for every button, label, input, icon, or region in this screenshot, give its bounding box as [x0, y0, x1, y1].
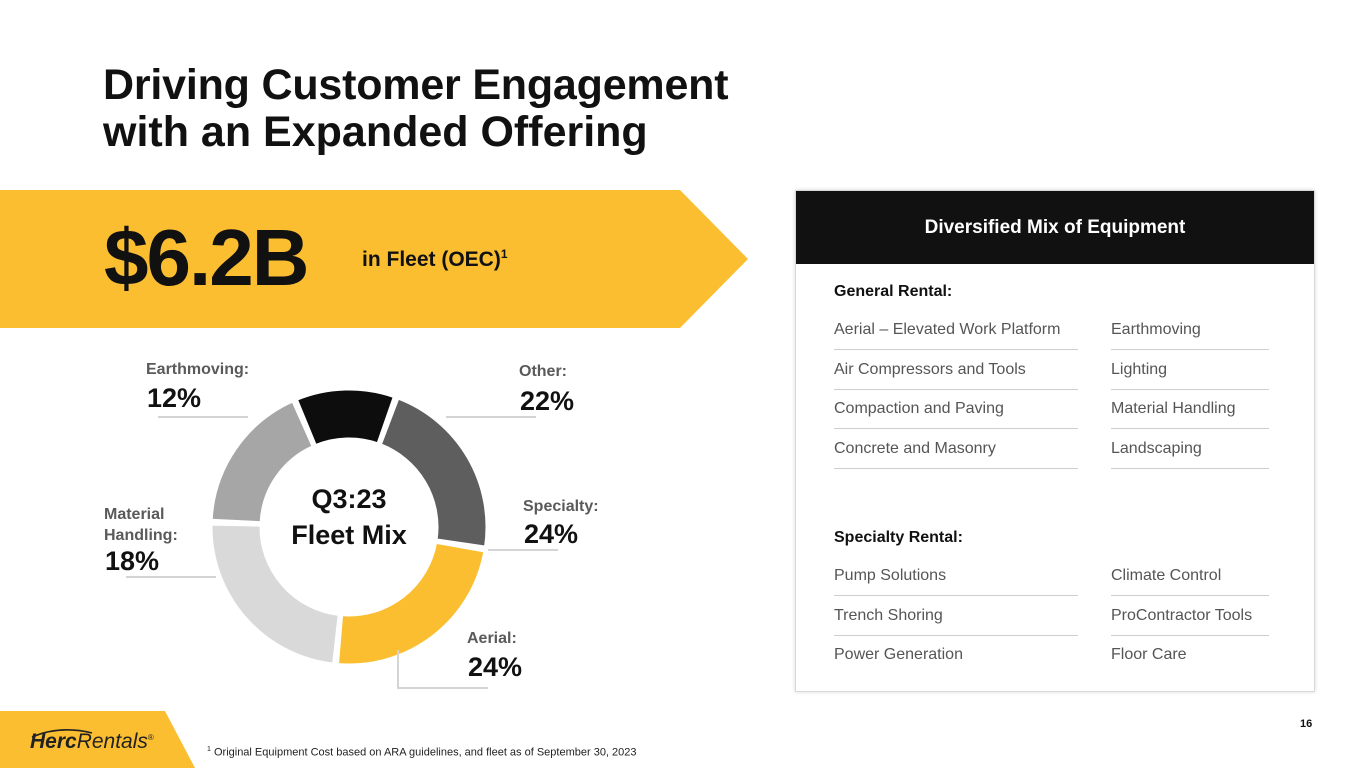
equipment-item: ProContractor Tools	[1111, 606, 1253, 624]
item-divider	[834, 428, 1078, 429]
logo-herc: Herc	[30, 730, 77, 753]
item-divider	[834, 595, 1078, 596]
logo-swoosh-icon	[31, 729, 93, 738]
herc-rentals-logo: HercRentals®	[30, 730, 154, 754]
fleet-value: $6.2B	[104, 213, 309, 302]
item-divider	[834, 634, 1078, 636]
callout-value-aerial: 24%	[468, 652, 522, 682]
equipment-item: Landscaping	[1111, 439, 1202, 457]
chart-center-title: Q3:23	[311, 484, 386, 514]
item-divider	[1111, 595, 1269, 596]
equipment-item: Compaction and Paving	[834, 400, 1004, 417]
donut-slice-other	[378, 396, 489, 549]
donut-slice-specialty	[335, 540, 487, 667]
item-divider	[1111, 388, 1269, 390]
callout-label-aerial: Aerial:	[467, 630, 517, 647]
footnote: 1 Original Equipment Cost based on ARA g…	[207, 746, 637, 759]
donut-slice-earthmoving	[294, 387, 397, 448]
logo-registered-mark: ®	[147, 733, 154, 742]
equipment-item: Earthmoving	[1111, 321, 1201, 338]
equipment-item: Air Compressors and Tools	[834, 360, 1026, 378]
equipment-item: Trench Shoring	[834, 606, 943, 624]
page-number: 16	[1300, 718, 1313, 730]
fleet-label: in Fleet (OEC)1	[362, 247, 508, 272]
equipment-item: Climate Control	[1111, 567, 1222, 584]
callout-value-specialty: 24%	[524, 519, 578, 549]
fleet-mix-donut-chart: Q3:23 Fleet Mix Other: 22% Specialty: 24% Aeri…	[104, 361, 599, 689]
callout-label-material: Material	[104, 506, 164, 523]
title-line-2: with an Expanded Offering	[103, 108, 648, 156]
fleet-footnote-mark: 1	[500, 247, 508, 261]
equipment-item: Concrete and Masonry	[834, 439, 996, 457]
item-divider	[1111, 467, 1269, 469]
general-rental-heading: General Rental:	[834, 283, 953, 300]
equipment-item: Power Generation	[834, 646, 963, 663]
callout-label-specialty: Specialty:	[523, 498, 599, 515]
panel-header: Diversified Mix of Equipment	[796, 191, 1314, 264]
callout-value-earthmoving: 12%	[147, 383, 201, 413]
item-divider	[834, 349, 1078, 350]
title-line-1: Driving Customer Engagement	[103, 61, 729, 109]
banner-arrow-shape	[0, 190, 748, 328]
item-divider	[834, 467, 1078, 469]
equipment-item: Floor Care	[1111, 646, 1187, 663]
donut-slice-aerial	[209, 522, 341, 666]
footer-logo-band	[0, 711, 195, 768]
equipment-item: Aerial – Elevated Work Platform	[834, 321, 1061, 338]
footnote-text: Original Equipment Cost based on ARA gui…	[213, 746, 637, 759]
item-divider	[1111, 349, 1269, 350]
callout-label-earthmoving: Earthmoving:	[146, 361, 249, 378]
equipment-item: Material Handling	[1111, 400, 1236, 417]
equipment-item: Lighting	[1111, 360, 1168, 378]
footer-band-shape	[0, 711, 195, 768]
equipment-item: Pump Solutions	[834, 567, 947, 584]
fleet-banner	[0, 190, 748, 328]
fleet-label-text: in Fleet (OEC)	[362, 248, 501, 271]
chart-center-title: Fleet Mix	[291, 520, 407, 550]
callout-label-other: Other:	[519, 363, 567, 380]
callout-value-material: 18%	[105, 546, 159, 576]
donut-slice-material	[209, 398, 316, 525]
callout-line-aerial	[397, 650, 488, 689]
logo-rentals: Rentals	[76, 730, 148, 753]
footnote-mark: 1	[207, 746, 211, 753]
equipment-mix-panel: Diversified Mix of Equipment General Ren…	[795, 190, 1315, 692]
callout-label-material: Handling:	[104, 527, 178, 544]
item-divider	[1111, 634, 1269, 636]
item-divider	[1111, 428, 1269, 429]
page-title: Driving Customer Engagement with an Expa…	[103, 61, 729, 156]
item-divider	[834, 388, 1078, 390]
specialty-rental-heading: Specialty Rental:	[834, 529, 963, 546]
callout-value-other: 22%	[520, 386, 574, 416]
